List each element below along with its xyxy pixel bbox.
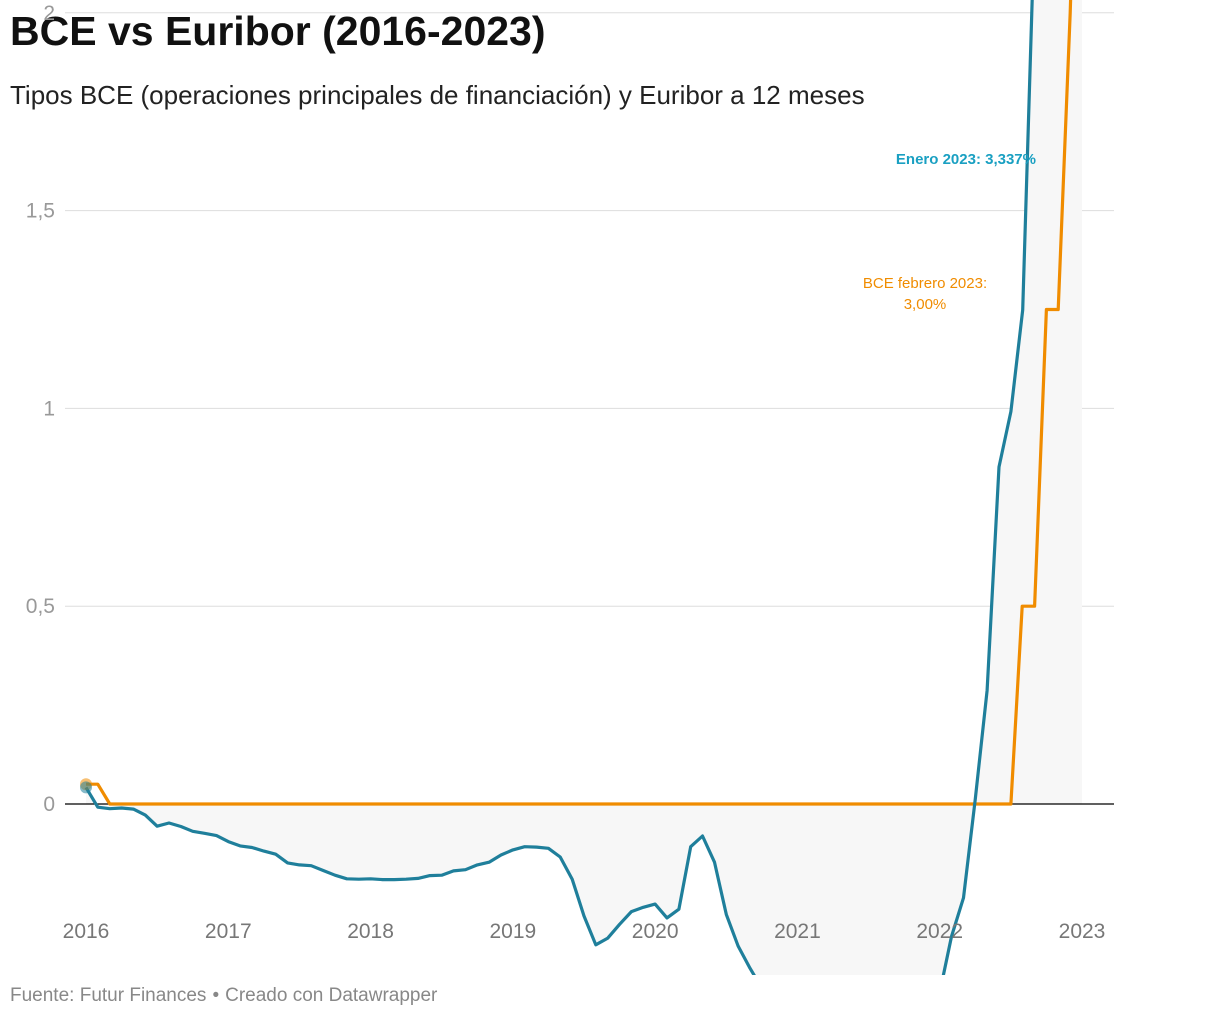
credit-note: Creado con Datawrapper [225, 985, 438, 1006]
y-tick-label: 2 [43, 2, 55, 25]
source-note: Fuente: Futur Finances [10, 985, 207, 1006]
bce-line [86, 0, 1073, 806]
x-tick-label: 2020 [632, 920, 679, 943]
x-tick-label: 2018 [347, 920, 394, 943]
euribor-annotation: Enero 2023: 3,337% [896, 151, 1036, 168]
chart-title: BCE vs Euribor (2016-2023) [10, 8, 546, 54]
x-tick-label: 2021 [774, 920, 821, 943]
x-tick-label: 2017 [205, 920, 252, 943]
y-tick-label: 1 [43, 397, 55, 420]
y-tick-label: 0,5 [26, 595, 55, 618]
series-lines [65, 0, 1114, 975]
euribor-start-point [80, 781, 92, 794]
y-tick-label: 0 [43, 793, 55, 816]
x-tick-label: 2019 [489, 920, 536, 943]
series-labels: EuriborBCEEnero 2023: 3,337%BCE febrero … [863, 151, 1036, 313]
y-tick-label: 1,5 [26, 200, 55, 223]
axis-labels: 3%2,521,510,50−0,52016201720182019202020… [26, 2, 1106, 943]
euribor-line [84, 0, 1034, 975]
euribor-area [86, 0, 1082, 975]
footer-separator: • [212, 985, 220, 1006]
line-chart: 3%2,521,510,50−0,52016201720182019202020… [26, 0, 1114, 975]
bce-annotation-line: BCE febrero 2023: [863, 275, 987, 292]
x-tick-label: 2016 [63, 920, 110, 943]
area-fill [86, 0, 1082, 975]
x-tick-label: 2023 [1059, 920, 1106, 943]
chart-subtitle: Tipos BCE (operaciones principales de fi… [10, 80, 865, 110]
x-tick-label: 2022 [916, 920, 963, 943]
chart-footer: Fuente: Futur Finances • Creado con Datawr… [10, 985, 437, 1007]
grid-lines [65, 12, 1114, 607]
bce-annotation-line: 3,00% [904, 296, 947, 313]
